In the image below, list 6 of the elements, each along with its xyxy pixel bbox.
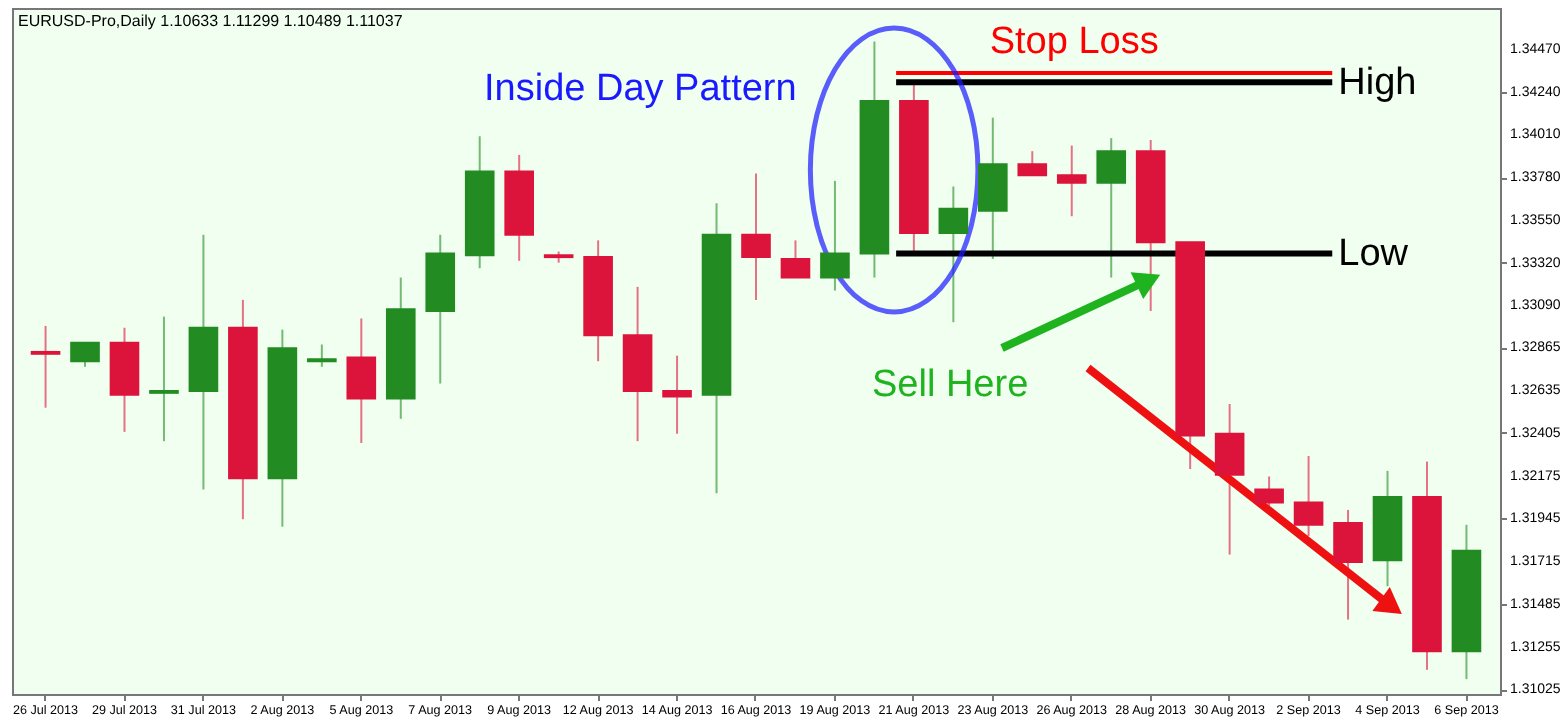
chart-title: EURUSD-Pro,Daily 1.10633 1.11299 1.10489 1.11037 [18,12,404,30]
annotation: Sell Here [872,364,1029,406]
annotation: Inside Day Pattern [484,68,797,110]
ref-line-label: High [1338,62,1417,105]
ref-line-label: Stop Loss [989,21,1159,64]
ref-line-label: Low [1338,233,1409,276]
